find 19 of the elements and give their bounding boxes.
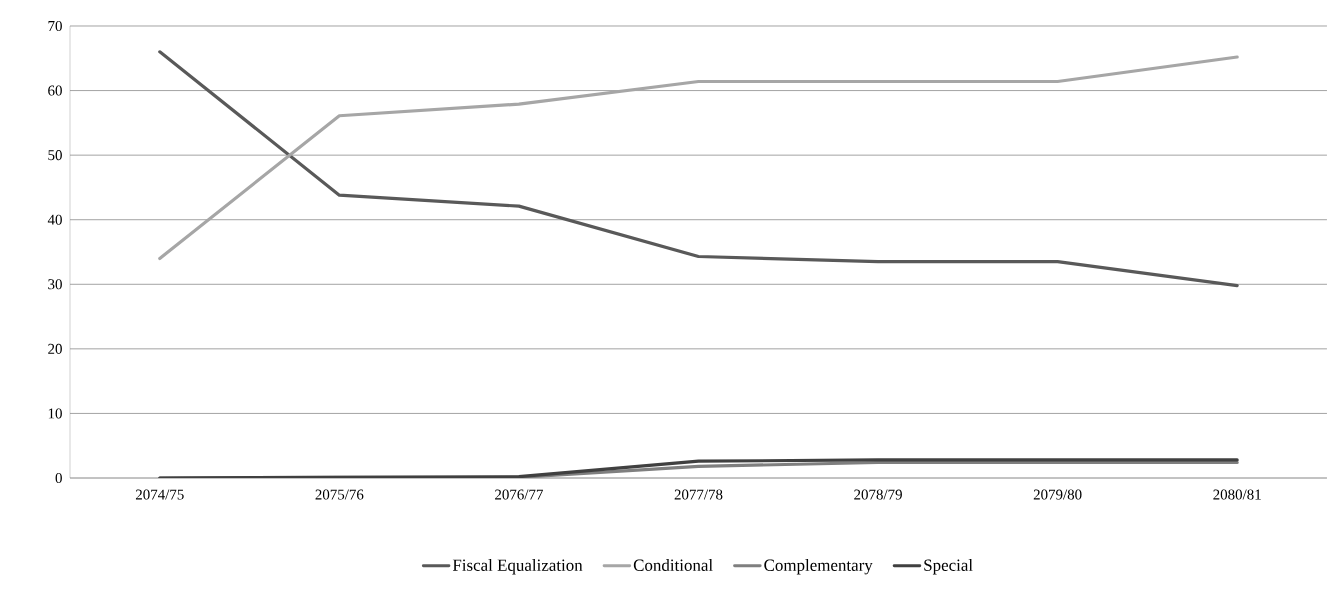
x-tick-label: 2077/78 [674,489,723,500]
y-tick-label: 40 [47,214,62,225]
y-tick-label: 0 [55,472,62,484]
y-tick-label: 30 [48,279,62,290]
legend-label: Complementary [764,559,873,575]
x-tick-label: 2079/80 [1033,489,1082,500]
y-tick-label: 20 [48,343,62,354]
y-tick-label: 70 [48,20,62,32]
y-tick-label: 60 [48,85,62,96]
x-tick-label: 2076/77 [495,489,543,500]
x-tick-label: 2078/79 [854,489,902,500]
legend-label: Fiscal Equalization [452,559,583,575]
x-tick-label: 2080/81 [1213,489,1261,500]
legend-label: Conditional [633,559,713,571]
y-tick-label: 10 [48,408,62,419]
x-tick-label: 2074/75 [135,489,184,500]
legend-label: Special [924,559,973,575]
x-tick-label: 2075/76 [315,489,364,500]
y-tick-label: 50 [48,150,62,161]
